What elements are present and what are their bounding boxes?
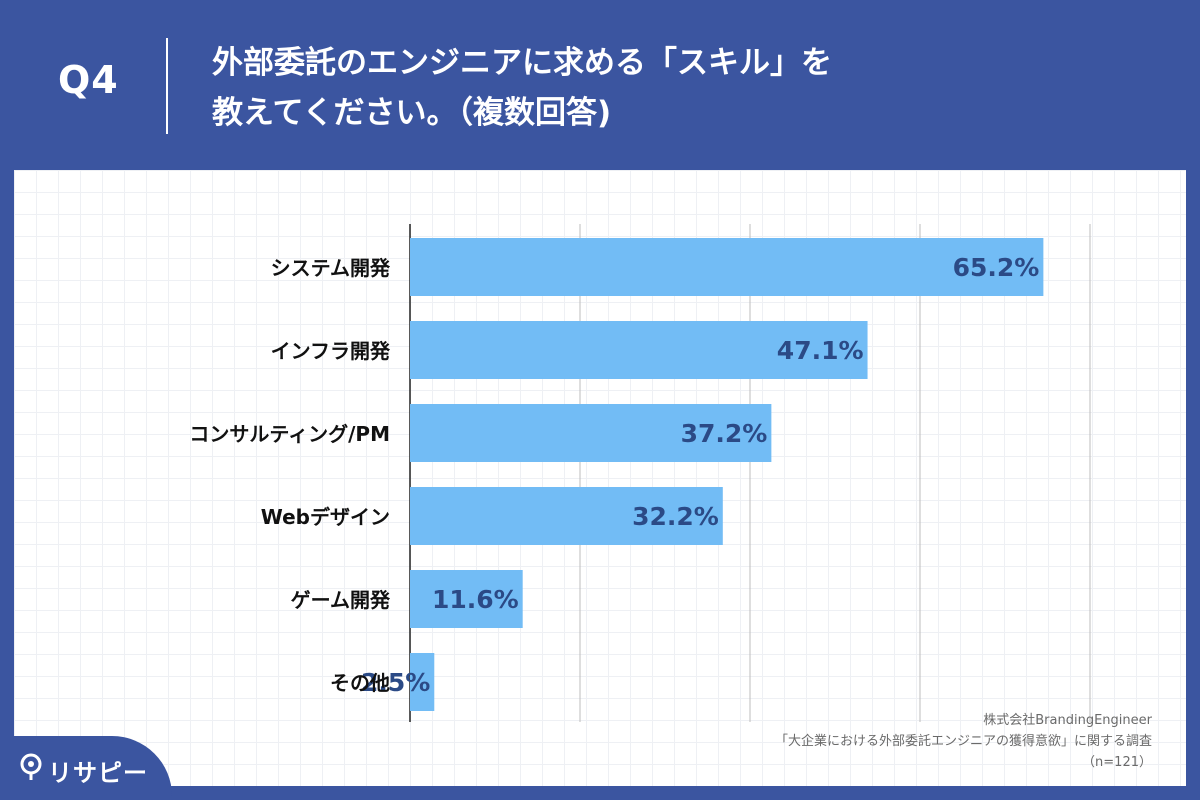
category-label-6: その他 (330, 671, 390, 695)
value-label-3: 37.2% (681, 419, 768, 448)
chart-card: 65.2% システム開発 47.1% インフラ開発 37.2% コンサルティング/PM 32… (14, 170, 1186, 786)
value-label-1: 65.2% (953, 253, 1040, 282)
source-note: 株式会社BrandingEngineer 「大企業における外部委託エンジニアの獲… (775, 710, 1152, 773)
category-label-2: インフラ開発 (271, 339, 391, 363)
source-company: 株式会社BrandingEngineer (983, 713, 1152, 728)
bar-5 (410, 570, 523, 628)
value-label-6: 2.5% (361, 668, 430, 697)
question-title: 外部委託のエンジニアに求める「スキル」を 教えてください。（複数回答) (212, 38, 1112, 138)
value-label-5: 11.6% (432, 585, 519, 614)
location-pin-icon (20, 753, 42, 780)
bar-4 (410, 487, 723, 545)
value-label-4: 32.2% (632, 502, 719, 531)
question-number: Q4 (58, 58, 119, 102)
value-label-2: 47.1% (777, 336, 864, 365)
question-title-line-1: 外部委託のエンジニアに求める「スキル」を (212, 45, 832, 81)
source-survey: 「大企業における外部委託エンジニアの獲得意欲」に関する調査 (774, 734, 1152, 749)
bar-1 (410, 238, 1044, 296)
bar-chart: 65.2% システム開発 47.1% インフラ開発 37.2% コンサルティング/PM 32… (189, 224, 1091, 722)
category-label-1: システム開発 (271, 256, 391, 280)
brand-logo: リサピー (0, 736, 172, 800)
category-label-4: Webデザイン (261, 505, 390, 529)
bar-6 (410, 653, 435, 711)
header-divider (166, 38, 168, 134)
category-label-3: コンサルティング/PM (189, 422, 390, 446)
header: Q4 外部委託のエンジニアに求める「スキル」を 教えてください。（複数回答) (0, 0, 1200, 170)
category-label-5: ゲーム開発 (291, 588, 391, 612)
question-title-line-2: 教えてください。（複数回答) (212, 95, 612, 131)
source-sample: （n=121） (1082, 755, 1152, 770)
brand-logo-text: リサピー (48, 759, 148, 787)
bar-3 (410, 404, 772, 462)
bar-2 (410, 321, 868, 379)
